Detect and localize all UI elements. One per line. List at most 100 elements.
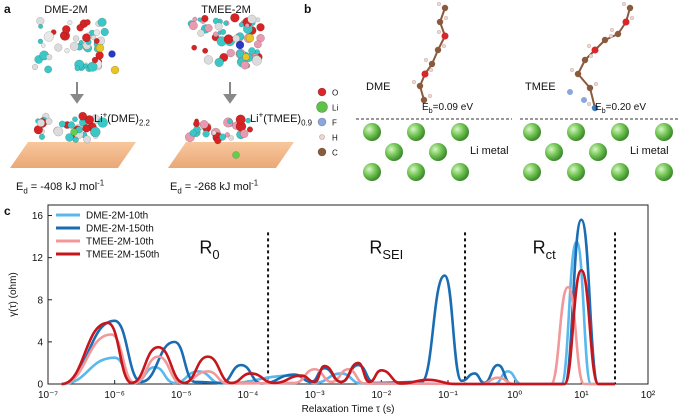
atom: [31, 63, 39, 71]
atom: [416, 82, 424, 90]
y-tick-label: 0: [37, 380, 43, 391]
atom: [444, 16, 449, 21]
atom: [412, 79, 417, 84]
atom: [214, 22, 223, 31]
atom: [437, 2, 442, 6]
y-tick-label: 12: [32, 253, 44, 264]
text-segment: SEI: [382, 247, 403, 262]
li-atom: [655, 163, 673, 181]
text-segment: b: [602, 106, 606, 115]
x-tick-label: 10⁻⁷: [38, 390, 58, 401]
atom: [230, 13, 240, 23]
element-label: F: [332, 119, 337, 128]
atom: [78, 39, 84, 45]
atom: [37, 38, 44, 45]
atom: [74, 65, 81, 72]
text-segment: ct: [546, 247, 556, 262]
atom: [228, 135, 234, 141]
text-segment: Li: [250, 113, 259, 125]
y-tick-label: 8: [37, 295, 43, 306]
atom: [226, 48, 235, 58]
legend-label: DME-2M-10th: [86, 211, 148, 222]
complex-label: Li+(TMEE)0.9: [250, 111, 313, 128]
atom: [78, 111, 88, 121]
atom: [239, 129, 249, 139]
atom: [82, 33, 91, 43]
y-tick-label: 16: [32, 211, 44, 222]
element-label: O: [332, 89, 338, 98]
atom: [72, 116, 78, 123]
li-atom: [407, 163, 425, 181]
chart: 0 4 8 12 16 10⁻⁷ 10⁻⁶ 10⁻⁵ 10⁻⁴ 10⁻³ 10⁻² 10⁻¹ 10⁰ 10…: [8, 204, 656, 415]
atom: [87, 61, 98, 72]
region-label: RSEI: [369, 237, 403, 261]
atom: [587, 101, 592, 106]
substrate-slab: [168, 142, 294, 168]
atom: [211, 130, 217, 136]
element-label: Li: [332, 104, 338, 113]
atom: [91, 56, 99, 64]
atom: [428, 93, 433, 98]
legend-atom: [319, 134, 325, 140]
atom: [574, 70, 582, 78]
atom: [76, 24, 84, 32]
atom: [428, 60, 436, 68]
text-segment: =0.20 eV: [606, 102, 647, 113]
atom: [110, 65, 120, 75]
x-tick-label: 10²: [641, 390, 656, 401]
atom: [236, 49, 245, 58]
text-segment: (DME): [107, 113, 139, 125]
energy-label: Ed = -408 kJ mol-1: [16, 179, 105, 196]
text-segment: (TMEE): [263, 113, 301, 125]
legend-atom: [316, 101, 328, 113]
atom: [62, 25, 71, 34]
atom: [626, 4, 634, 12]
y-axis-label: γ(τ) (ohm): [8, 272, 19, 317]
atom: [421, 70, 429, 78]
decoration: [31, 2, 673, 181]
x-tick-label: 10⁰: [507, 390, 522, 401]
atom: [93, 29, 101, 37]
atom: [220, 28, 227, 35]
atom: [60, 31, 67, 39]
atom: [90, 34, 97, 41]
atom: [199, 120, 209, 129]
atom: [437, 30, 442, 35]
atom: [188, 21, 198, 31]
atom: [197, 17, 203, 22]
atom: [436, 18, 444, 26]
legend-label: TMEE-2M-150th: [86, 250, 159, 261]
atom: [223, 20, 229, 26]
li-atom: [385, 143, 403, 161]
x-tick-label: 10⁻¹: [438, 390, 458, 401]
atom: [219, 133, 227, 141]
complex-label: Li+(DME)2.2: [94, 111, 150, 128]
atom: [97, 17, 107, 27]
system-name: TMEE: [525, 81, 556, 93]
li-atom: [451, 123, 469, 141]
li-atom: [523, 163, 541, 181]
atom: [95, 43, 105, 53]
atom: [238, 22, 245, 28]
atom: [253, 40, 262, 49]
atom: [589, 54, 594, 59]
system-name: DME: [366, 81, 390, 93]
series-line: [61, 268, 616, 386]
atom: [197, 29, 205, 37]
substrate-slab: [10, 142, 136, 168]
atom: [46, 54, 53, 61]
atom: [245, 117, 251, 124]
text-segment: -1: [97, 179, 105, 188]
atom: [90, 126, 101, 138]
li-atom: [567, 123, 585, 141]
atom: [36, 16, 45, 26]
binding-energy: Eb=0.20 eV: [595, 102, 646, 115]
atom: [53, 126, 64, 137]
text-segment: d: [177, 186, 181, 195]
atom: [630, 16, 635, 21]
element-label: C: [332, 149, 338, 158]
atom: [212, 31, 219, 38]
atom: [570, 67, 575, 72]
x-tick-label: 10⁻⁴: [238, 390, 259, 401]
x-tick-label: 10⁻²: [371, 390, 391, 401]
